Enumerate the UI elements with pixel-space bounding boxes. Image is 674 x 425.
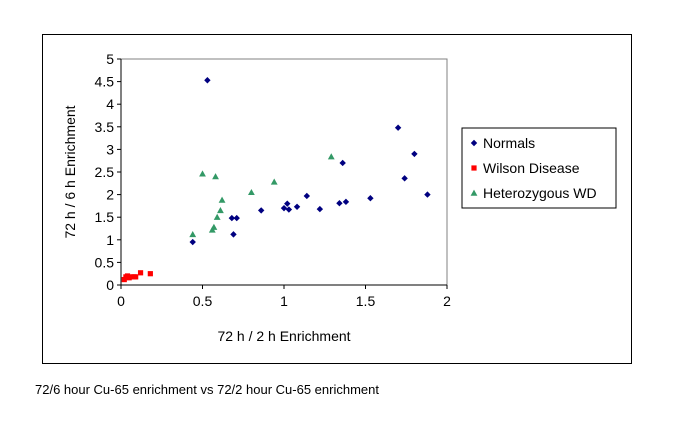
normals-point xyxy=(233,214,240,222)
normals-point xyxy=(401,175,408,182)
chart-frame: 0 0.5 1 1.5 2 2.5 3 3.5 4 4.5 5 0 0.5 1 1.5 2 72 h / 2 … xyxy=(42,34,632,364)
y-tick-label: 0 xyxy=(106,277,114,293)
normals-point xyxy=(228,214,236,222)
x-tick-label: 0 xyxy=(117,293,125,309)
data-marks xyxy=(121,77,431,283)
wilson-disease-point xyxy=(121,276,127,283)
y-tick-label: 4.5 xyxy=(95,74,115,90)
legend-label-wilson-disease: Wilson Disease xyxy=(483,160,580,176)
y-tick-label: 2.5 xyxy=(95,164,115,180)
normals-point xyxy=(336,199,343,207)
x-axis-label: 72 h / 2 h Enrichment xyxy=(217,328,350,344)
x-tick-label: 0.5 xyxy=(193,293,213,309)
y-tick-label: 1.5 xyxy=(95,209,115,225)
normals-point xyxy=(316,205,324,213)
heterozygous-wd-point xyxy=(210,223,218,230)
normals-point xyxy=(280,204,288,212)
normals-point xyxy=(204,77,211,84)
normals-point xyxy=(285,206,293,213)
heterozygous-wd-point xyxy=(327,153,335,160)
x-tick-label: 1 xyxy=(280,293,288,309)
normals-point xyxy=(293,203,301,211)
plot-border xyxy=(120,58,448,286)
normals-point xyxy=(411,150,418,158)
legend-marker-heterozygous-wd xyxy=(470,189,478,196)
legend-box xyxy=(461,127,617,209)
heterozygous-wd-point xyxy=(218,196,226,203)
y-tick-label: 4 xyxy=(106,96,114,112)
y-tick-label: 2 xyxy=(106,187,114,203)
y-tick-label: 0.5 xyxy=(95,254,115,270)
heterozygous-wd-point xyxy=(212,173,219,180)
heterozygous-wd-point xyxy=(199,170,206,177)
legend: Normals Wilson Disease Heterozygous WD xyxy=(461,127,617,209)
y-tick-label: 3.5 xyxy=(95,119,115,135)
y-axis-label: 72 h / 6 h Enrichment xyxy=(62,105,78,238)
normals-point xyxy=(284,200,291,207)
legend-marker-wilson-disease xyxy=(471,165,477,171)
normals-point xyxy=(342,198,350,206)
legend-label-normals: Normals xyxy=(483,135,535,151)
normals-point xyxy=(367,195,374,202)
x-tick-label: 1.5 xyxy=(356,293,376,309)
normals-point xyxy=(339,159,346,167)
wilson-disease-point xyxy=(147,271,153,277)
normals-point xyxy=(257,207,265,214)
plot-area xyxy=(120,58,448,286)
heterozygous-wd-point xyxy=(217,207,224,214)
scatter-chart: 0 0.5 1 1.5 2 2.5 3 3.5 4 4.5 5 0 0.5 1 1.5 2 72 h / 2 … xyxy=(62,51,617,344)
y-tick-label: 5 xyxy=(106,51,114,67)
wilson-disease-point xyxy=(128,274,134,280)
heterozygous-wd-point xyxy=(213,213,221,220)
figure-caption: 72/6 hour Cu-65 enrichment vs 72/2 hour … xyxy=(35,382,379,397)
wilson-disease-point xyxy=(137,270,144,276)
normals-point xyxy=(303,192,311,200)
normals-point xyxy=(394,124,402,131)
normals-point xyxy=(230,231,237,238)
wilson-disease-point xyxy=(133,274,139,280)
heterozygous-wd-point xyxy=(270,178,278,185)
heterozygous-wd-point xyxy=(189,230,197,238)
heterozygous-wd-point xyxy=(248,188,255,196)
normals-point xyxy=(424,191,431,198)
y-tick-label: 3 xyxy=(106,141,114,157)
normals-point xyxy=(189,238,196,246)
x-tick-label: 2 xyxy=(443,293,451,309)
axes: 0 0.5 1 1.5 2 2.5 3 3.5 4 4.5 5 0 0.5 1 1.5 2 xyxy=(95,51,452,309)
legend-label-heterozygous-wd: Heterozygous WD xyxy=(483,185,597,201)
y-tick-label: 1 xyxy=(106,232,114,248)
